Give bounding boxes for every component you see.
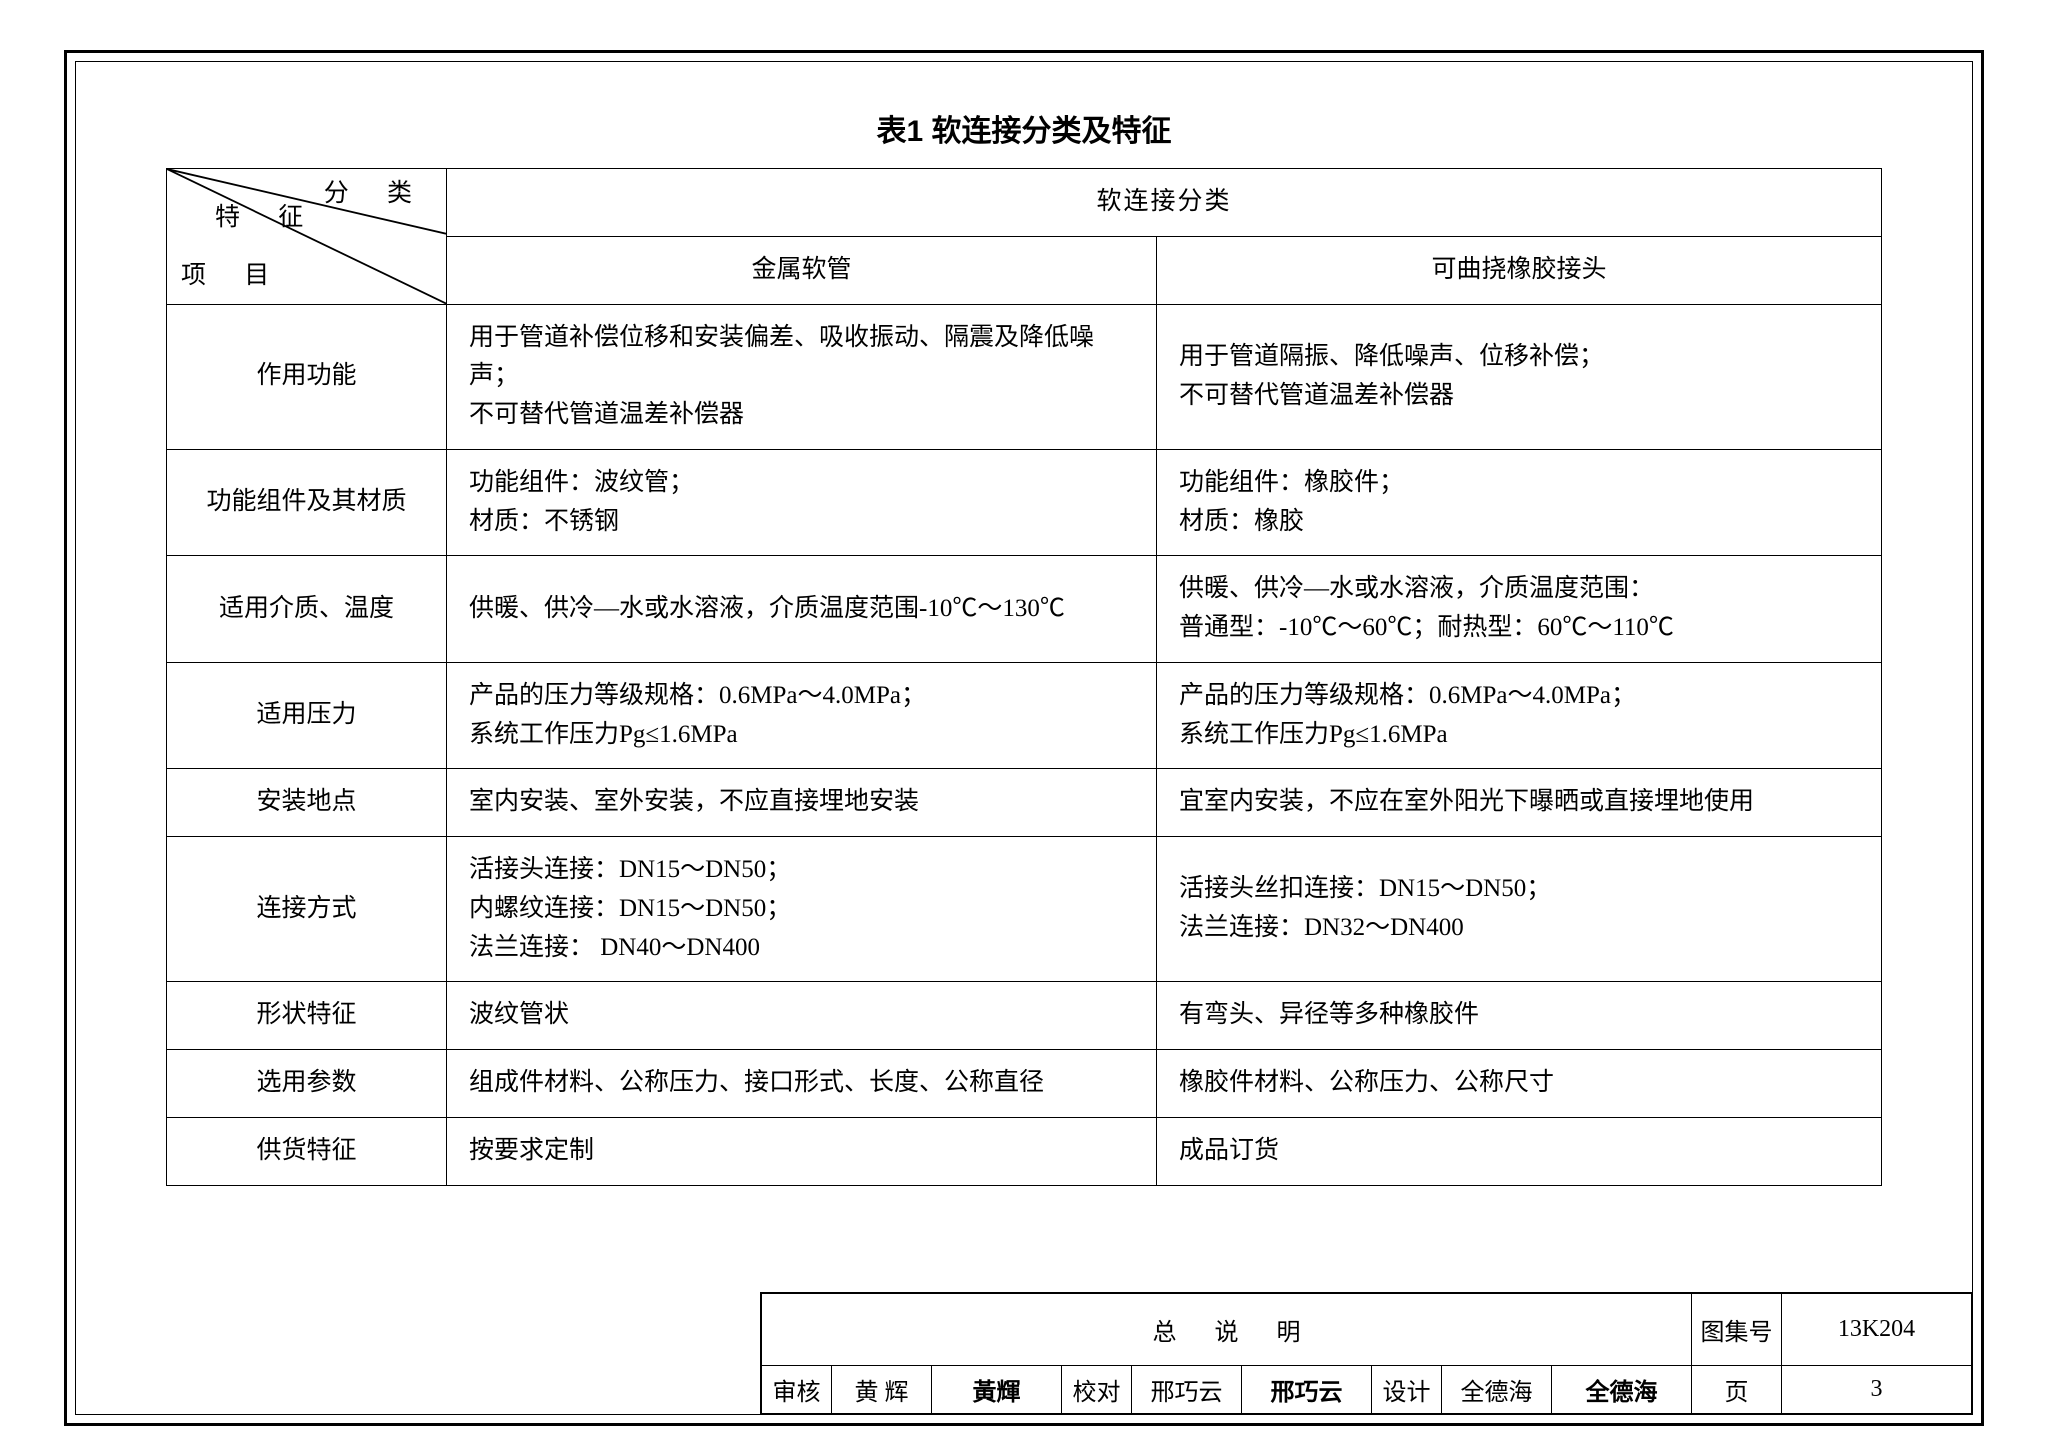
row-label: 供货特征 xyxy=(167,1117,447,1185)
diagonal-header: 分 类 特 征 项 目 xyxy=(167,169,447,305)
cell-col2: 成品订货 xyxy=(1157,1117,1882,1185)
setno-label: 图集号 xyxy=(1692,1294,1782,1366)
cell-col2: 有弯头、异径等多种橡胶件 xyxy=(1157,982,1882,1050)
diag-label-mid: 特 征 xyxy=(215,199,319,238)
page-number: 3 xyxy=(1782,1366,1972,1414)
subheader-2: 可曲挠橡胶接头 xyxy=(1157,236,1882,304)
header-row-1: 分 类 特 征 项 目 软连接分类 xyxy=(167,169,1882,237)
check-name: 邢巧云 xyxy=(1132,1366,1242,1414)
cell-col1: 室内安装、室外安装，不应直接埋地安装 xyxy=(447,769,1157,837)
cell-col1: 按要求定制 xyxy=(447,1117,1157,1185)
cell-col2: 橡胶件材料、公称压力、公称尺寸 xyxy=(1157,1050,1882,1118)
cell-col1: 用于管道补偿位移和安装偏差、吸收振动、隔震及降低噪声；不可替代管道温差补偿器 xyxy=(447,304,1157,449)
drawing-title: 总说明 xyxy=(762,1294,1692,1366)
cell-col1: 活接头连接：DN15～DN50；内螺纹连接：DN15～DN50；法兰连接： DN… xyxy=(447,837,1157,982)
title-block-table: 总说明 图集号 13K204 审核 黄 辉 黃輝 校对 邢巧云 邢巧云 设计 全… xyxy=(761,1293,1972,1414)
table-row: 安装地点室内安装、室外安装，不应直接埋地安装宜室内安装，不应在室外阳光下曝晒或直… xyxy=(167,769,1882,837)
cell-col1: 供暖、供冷—水或水溶液，介质温度范围-10℃～130℃ xyxy=(447,556,1157,663)
table-row: 适用介质、温度供暖、供冷—水或水溶液，介质温度范围-10℃～130℃供暖、供冷—… xyxy=(167,556,1882,663)
table-row: 作用功能用于管道补偿位移和安装偏差、吸收振动、隔震及降低噪声；不可替代管道温差补… xyxy=(167,304,1882,449)
table-row: 适用压力产品的压力等级规格：0.6MPa～4.0MPa；系统工作压力Pg≤1.6… xyxy=(167,662,1882,769)
table-row: 形状特征波纹管状有弯头、异径等多种橡胶件 xyxy=(167,982,1882,1050)
titleblock-row-1: 总说明 图集号 13K204 xyxy=(762,1294,1972,1366)
check-label: 校对 xyxy=(1062,1366,1132,1414)
cell-col1: 组成件材料、公称压力、接口形式、长度、公称直径 xyxy=(447,1050,1157,1118)
table-body: 分 类 特 征 项 目 软连接分类 金属软管 可曲挠橡胶接头 作用功能用于管道补… xyxy=(167,169,1882,1186)
title-block: 总说明 图集号 13K204 审核 黄 辉 黃輝 校对 邢巧云 邢巧云 设计 全… xyxy=(760,1292,1972,1414)
table-row: 选用参数组成件材料、公称压力、接口形式、长度、公称直径橡胶件材料、公称压力、公称… xyxy=(167,1050,1882,1118)
cell-col2: 产品的压力等级规格：0.6MPa～4.0MPa；系统工作压力Pg≤1.6MPa xyxy=(1157,662,1882,769)
row-label: 安装地点 xyxy=(167,769,447,837)
diag-label-top: 分 类 xyxy=(324,175,428,214)
table-row: 功能组件及其材质功能组件：波纹管；材质：不锈钢功能组件：橡胶件；材质：橡胶 xyxy=(167,449,1882,556)
review-signature: 黃輝 xyxy=(932,1366,1062,1414)
table-row: 供货特征按要求定制成品订货 xyxy=(167,1117,1882,1185)
check-signature: 邢巧云 xyxy=(1242,1366,1372,1414)
review-label: 审核 xyxy=(762,1366,832,1414)
cell-col2: 活接头丝扣连接：DN15～DN50；法兰连接：DN32～DN400 xyxy=(1157,837,1882,982)
design-label: 设计 xyxy=(1372,1366,1442,1414)
row-label: 作用功能 xyxy=(167,304,447,449)
table-row: 连接方式活接头连接：DN15～DN50；内螺纹连接：DN15～DN50；法兰连接… xyxy=(167,837,1882,982)
design-name: 全德海 xyxy=(1442,1366,1552,1414)
main-table: 分 类 特 征 项 目 软连接分类 金属软管 可曲挠橡胶接头 作用功能用于管道补… xyxy=(166,168,1882,1186)
inner-frame: 表1 软连接分类及特征 分 类 特 征 项 目 xyxy=(75,61,1973,1415)
cell-col1: 产品的压力等级规格：0.6MPa～4.0MPa；系统工作压力Pg≤1.6MPa xyxy=(447,662,1157,769)
table-title: 表1 软连接分类及特征 xyxy=(166,106,1882,150)
row-label: 适用压力 xyxy=(167,662,447,769)
cell-col1: 功能组件：波纹管；材质：不锈钢 xyxy=(447,449,1157,556)
cell-col2: 用于管道隔振、降低噪声、位移补偿；不可替代管道温差补偿器 xyxy=(1157,304,1882,449)
setno-value: 13K204 xyxy=(1782,1294,1972,1366)
category-header: 软连接分类 xyxy=(447,169,1882,237)
row-label: 适用介质、温度 xyxy=(167,556,447,663)
row-label: 形状特征 xyxy=(167,982,447,1050)
page-label: 页 xyxy=(1692,1366,1782,1414)
cell-col2: 功能组件：橡胶件；材质：橡胶 xyxy=(1157,449,1882,556)
cell-col2: 宜室内安装，不应在室外阳光下曝晒或直接埋地使用 xyxy=(1157,769,1882,837)
design-signature: 全德海 xyxy=(1552,1366,1692,1414)
row-label: 连接方式 xyxy=(167,837,447,982)
subheader-1: 金属软管 xyxy=(447,236,1157,304)
outer-frame: 表1 软连接分类及特征 分 类 特 征 项 目 xyxy=(64,50,1984,1426)
diag-label-bot: 项 目 xyxy=(181,257,285,296)
cell-col1: 波纹管状 xyxy=(447,982,1157,1050)
row-label: 选用参数 xyxy=(167,1050,447,1118)
titleblock-row-2: 审核 黄 辉 黃輝 校对 邢巧云 邢巧云 设计 全德海 全德海 页 3 xyxy=(762,1366,1972,1414)
review-name: 黄 辉 xyxy=(832,1366,932,1414)
row-label: 功能组件及其材质 xyxy=(167,449,447,556)
cell-col2: 供暖、供冷—水或水溶液，介质温度范围：普通型：-10℃～60℃；耐热型：60℃～… xyxy=(1157,556,1882,663)
page: 表1 软连接分类及特征 分 类 特 征 项 目 xyxy=(0,0,2048,1456)
